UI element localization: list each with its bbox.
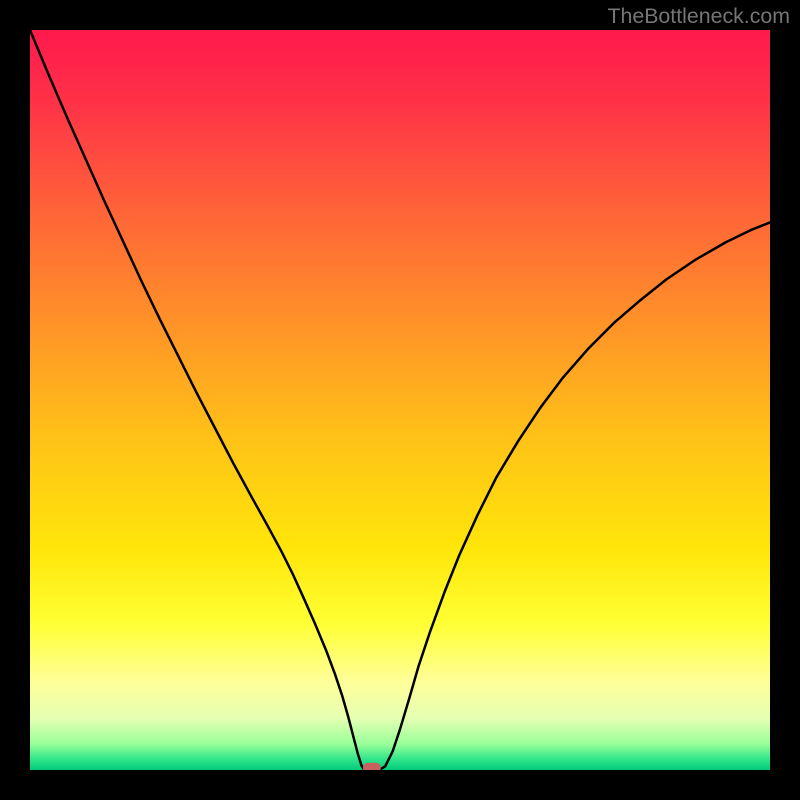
bottleneck-curve-layer [30,30,770,770]
bottleneck-curve [30,30,770,770]
watermark-text: TheBottleneck.com [607,4,790,29]
chart-stage: TheBottleneck.com [0,0,800,800]
optimal-point-marker [363,763,381,770]
